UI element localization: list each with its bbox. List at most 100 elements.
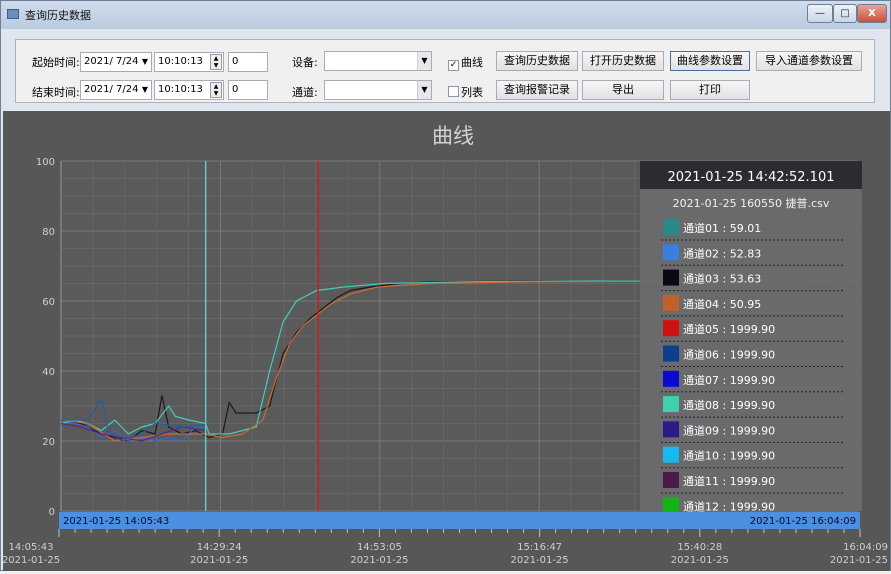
y-axis: 0 20 40 60 80 100 xyxy=(36,157,55,518)
start-time-spinner[interactable]: 10:10:13 ▲ ▼ xyxy=(154,52,224,72)
checkbox-empty-icon xyxy=(448,86,459,97)
title-bar[interactable]: 查询历史数据 — □ X xyxy=(1,1,890,29)
start-ms-input[interactable]: 0 xyxy=(228,52,268,72)
y-tick-label: 20 xyxy=(42,437,55,448)
chevron-down-icon: ▼ xyxy=(417,52,431,70)
x-tick-date: 2021-01-25 xyxy=(511,555,569,566)
end-ms-input[interactable]: 0 xyxy=(228,80,268,100)
spin-arrows-icon[interactable]: ▲ ▼ xyxy=(210,54,222,70)
chevron-down-icon: ▼ xyxy=(417,81,431,99)
series-line-s5 xyxy=(60,422,206,442)
x-tick-time: 15:16:47 xyxy=(517,542,562,553)
list-checkbox-label: 列表 xyxy=(461,86,483,99)
legend-swatch xyxy=(663,421,679,438)
chart-series xyxy=(60,280,858,442)
legend-swatch xyxy=(663,370,679,387)
import-channel-settings-button[interactable]: 导入通道参数设置 xyxy=(756,51,862,71)
x-axis: 14:05:43 2021-01-25 14:29:24 2021-01-25 14:5… xyxy=(2,529,888,566)
legend-item-label: 通道09 : 1999.90 xyxy=(683,423,775,437)
series-line-s4 xyxy=(60,280,858,442)
y-tick-label: 40 xyxy=(42,367,55,378)
legend-item-label: 通道03 : 53.63 xyxy=(683,272,761,286)
list-checkbox[interactable]: 列表 xyxy=(448,84,483,100)
query-alarm-button[interactable]: 查询报警记录 xyxy=(496,80,578,100)
minimize-button[interactable]: — xyxy=(807,4,833,23)
legend-swatch xyxy=(663,294,679,311)
x-tick-time: 15:40:28 xyxy=(677,542,722,553)
close-button[interactable]: X xyxy=(857,4,887,23)
x-tick-date: 2021-01-25 xyxy=(3,555,60,566)
end-time-spinner[interactable]: 10:10:13 ▲ ▼ xyxy=(154,80,224,100)
export-button[interactable]: 导出 xyxy=(582,80,664,100)
device-label: 设备: xyxy=(292,56,318,69)
x-tick-time: 14:53:05 xyxy=(357,542,402,553)
chevron-down-icon: ▼ xyxy=(141,57,148,66)
legend-swatch xyxy=(663,472,679,488)
x-tick-date: 2021-01-25 xyxy=(830,555,888,566)
checkmark-icon: ✓ xyxy=(448,60,459,71)
channel-select[interactable]: ▼ xyxy=(324,80,432,100)
y-tick-label: 0 xyxy=(49,507,55,518)
range-start-label: 2021-01-25 14:05:43 xyxy=(63,516,169,527)
spin-arrows-icon[interactable]: ▲ ▼ xyxy=(210,82,222,98)
open-history-button[interactable]: 打开历史数据 xyxy=(582,51,664,71)
end-date-picker[interactable]: 2021/ 7/24 ▼ xyxy=(80,80,152,100)
x-tick-date: 2021-01-25 xyxy=(350,555,408,566)
legend-item-label: 通道01 : 59.01 xyxy=(683,221,761,235)
legend-item-label: 通道12 : 1999.90 xyxy=(683,499,775,513)
chart-area[interactable]: 曲线 0 20 40 60 80 100 2021-01-25 14:42:52.101 2… xyxy=(2,111,890,571)
series-line-s3 xyxy=(60,280,858,435)
legend-swatch xyxy=(663,396,679,413)
end-date-value: 2021/ 7/24 xyxy=(84,84,139,95)
start-date-picker[interactable]: 2021/ 7/24 ▼ xyxy=(80,52,152,72)
y-tick-label: 100 xyxy=(36,157,55,168)
legend-item-label: 通道08 : 1999.90 xyxy=(683,398,775,412)
legend-swatch xyxy=(663,269,679,286)
legend-item-label: 通道07 : 1999.90 xyxy=(683,373,775,387)
legend-swatch xyxy=(663,446,679,463)
start-date-value: 2021/ 7/24 xyxy=(84,56,139,67)
range-end-label: 2021-01-25 16:04:09 xyxy=(750,516,856,527)
x-tick-time: 14:29:24 xyxy=(197,542,242,553)
start-time-value: 10:10:13 xyxy=(158,56,203,67)
legend-item-label: 通道06 : 1999.90 xyxy=(683,348,775,362)
curve-checkbox[interactable]: ✓ 曲线 xyxy=(448,54,483,71)
curve-settings-button[interactable]: 曲线参数设置 xyxy=(670,51,750,71)
legend-item-label: 通道05 : 1999.90 xyxy=(683,322,775,336)
app-icon xyxy=(7,9,19,19)
time-range-bar[interactable]: 2021-01-25 14:05:43 2021-01-25 16:04:09 xyxy=(59,512,860,529)
legend-swatch xyxy=(663,497,679,514)
end-time-label: 结束时间: xyxy=(32,86,80,99)
window-title: 查询历史数据 xyxy=(25,9,91,22)
curve-checkbox-label: 曲线 xyxy=(461,56,483,69)
query-history-button[interactable]: 查询历史数据 xyxy=(496,51,578,71)
maximize-button[interactable]: □ xyxy=(833,4,857,23)
legend-item-label: 通道11 : 1999.90 xyxy=(683,474,775,488)
legend-item-label: 通道02 : 52.83 xyxy=(683,246,761,260)
legend-item-label: 通道04 : 50.95 xyxy=(683,297,761,311)
chevron-down-icon: ▼ xyxy=(141,85,148,94)
legend-swatch xyxy=(663,219,679,235)
legend-swatch xyxy=(663,345,679,362)
y-tick-label: 80 xyxy=(42,227,55,238)
tooltip-timestamp: 2021-01-25 14:42:52.101 xyxy=(667,170,834,185)
legend-swatch xyxy=(663,320,679,337)
query-toolbar: 起始时间: 2021/ 7/24 ▼ 10:10:13 ▲ ▼ 0 结束时间: 202… xyxy=(15,39,875,103)
tooltip-header xyxy=(640,161,862,189)
legend-item-label: 通道10 : 1999.90 xyxy=(683,449,775,463)
series-line-s6 xyxy=(61,392,207,442)
end-time-value: 10:10:13 xyxy=(158,84,203,95)
print-button[interactable]: 打印 xyxy=(670,80,750,100)
range-bar-track[interactable] xyxy=(59,512,860,529)
tooltip-filename: 2021-01-25 160550 捷普.csv xyxy=(673,196,830,210)
y-tick-label: 60 xyxy=(42,297,55,308)
channel-label: 通道: xyxy=(292,86,318,99)
start-time-label: 起始时间: xyxy=(32,56,80,69)
data-tooltip: 2021-01-25 14:42:52.101 2021-01-25 160550… xyxy=(640,161,862,519)
device-select[interactable]: ▼ xyxy=(324,51,432,71)
legend-swatch xyxy=(663,244,679,261)
x-tick-time: 16:04:09 xyxy=(843,542,888,553)
chart-cursors[interactable] xyxy=(205,161,319,511)
